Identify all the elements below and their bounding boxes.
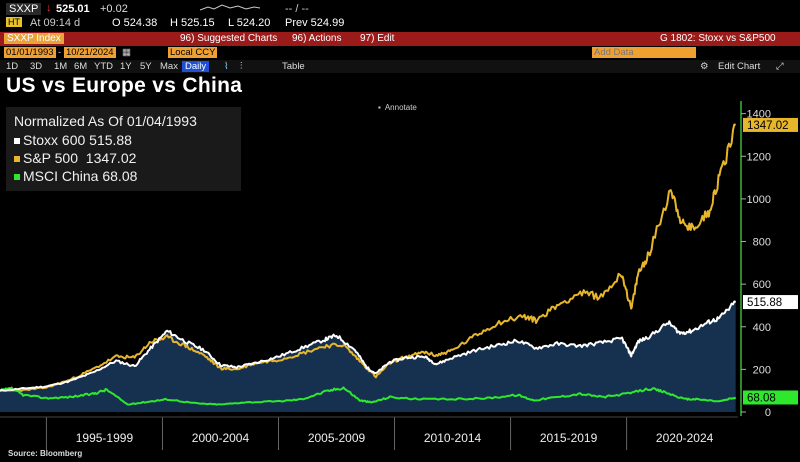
table-button[interactable]: Table (282, 61, 305, 72)
y-tick-label-7: 1400 (747, 109, 771, 121)
stoxx-last-badge-bg (743, 295, 798, 310)
open-price: O 524.38 (112, 17, 158, 29)
period-1d[interactable]: 1D (6, 61, 19, 72)
price-change: +0.02 (100, 3, 128, 15)
ticker-symbol[interactable]: SXXP (6, 3, 42, 15)
sp500-line[interactable] (0, 123, 736, 393)
x-tick-label-0: 1995-1999 (76, 431, 134, 445)
graph-name: G 1802: Stoxx vs S&P500 (660, 33, 776, 44)
legend-item-sp500[interactable]: S&P 500 1347.02 (14, 150, 136, 166)
annotate-label: Annotate (384, 103, 417, 112)
stoxx-last-badge: 515.88 (747, 297, 782, 309)
x-tick-label-4: 2015-2019 (540, 431, 598, 445)
index-field[interactable]: SXXP Index (4, 33, 64, 44)
legend-label-stoxx: Stoxx 600 515.88 (23, 132, 132, 148)
prev-price: Prev 524.99 (285, 17, 345, 29)
period-5y[interactable]: 5Y (140, 61, 152, 72)
sp500-last-badge: 1347.02 (747, 120, 789, 132)
add-data-field[interactable]: Add Data (592, 47, 696, 58)
x-tick-label-3: 2010-2014 (424, 431, 482, 445)
actions-menu[interactable]: 96) Actions (292, 33, 342, 44)
low-price: L 524.20 (228, 17, 271, 29)
high-price: H 525.15 (170, 17, 215, 29)
x-tick-label-5: 2020-2024 (656, 431, 714, 445)
period-6m[interactable]: 6M (74, 61, 88, 72)
china-last-badge-bg (743, 390, 798, 405)
stoxx-600-line[interactable] (0, 300, 737, 392)
flag-icon: HT (6, 17, 22, 27)
legend-label-china: MSCI China 68.08 (23, 168, 138, 184)
stoxx-swatch (14, 138, 20, 145)
y-tick-label-1: 200 (753, 364, 771, 376)
frequency-select[interactable]: Daily (182, 61, 210, 72)
line-chart-icon[interactable]: ⌇ (224, 61, 229, 72)
y-tick-label-5: 1000 (747, 194, 771, 206)
source-note: Source: Bloomberg (8, 449, 83, 458)
y-tick-label-3: 600 (753, 279, 771, 291)
msci-china-line[interactable] (0, 386, 737, 406)
y-tick-label-6: 1200 (747, 151, 771, 163)
date-separator: - (58, 47, 62, 58)
x-tick-label-1: 2000-2004 (192, 431, 250, 445)
annotate-button[interactable]: ▪ Annotate (378, 103, 417, 112)
period-ytd[interactable]: YTD (94, 61, 113, 72)
expand-icon[interactable]: ⤢ (776, 61, 784, 72)
legend-label-sp500: S&P 500 1347.02 (23, 150, 137, 166)
bar-type-icon[interactable]: ⫶ (240, 61, 243, 72)
edit-chart-button[interactable]: Edit Chart (718, 61, 761, 72)
period-3d[interactable]: 3D (30, 61, 43, 72)
x-tick-label-2: 2005-2009 (308, 431, 366, 445)
down-arrow-icon: ↓ (46, 2, 52, 14)
header-bar: SXXP ↓ 525.01 +0.02 -- / -- HT At 09:14 … (0, 0, 800, 32)
last-price: 525.01 (56, 3, 90, 15)
chart-title: US vs Europe vs China (6, 74, 243, 97)
legend-subtitle: Normalized As Of 01/04/1993 (14, 113, 197, 129)
period-1m[interactable]: 1M (54, 61, 68, 72)
time-readout: At 09:14 d (30, 17, 81, 29)
end-date-field[interactable]: 10/21/2024 (64, 47, 116, 58)
edit-menu[interactable]: 97) Edit (360, 33, 395, 44)
date-row: 01/01/1993 - 10/21/2024 ▦ Local CCY Add … (0, 47, 800, 59)
sparkline-icon (200, 4, 260, 11)
function-bar: SXXP Index 96) Suggested Charts 96) Acti… (0, 32, 800, 46)
start-date-field[interactable]: 01/01/1993 (4, 47, 56, 58)
period-1y[interactable]: 1Y (120, 61, 132, 72)
calendar-icon[interactable]: ▦ (122, 47, 131, 58)
legend-item-stoxx[interactable]: Stoxx 600 515.88 (14, 132, 132, 148)
sp500-last-badge-bg (743, 117, 798, 132)
legend-item-china[interactable]: MSCI China 68.08 (14, 168, 137, 184)
settings-icon[interactable]: ⚙ (700, 61, 709, 72)
y-tick-label-2: 400 (753, 322, 771, 334)
currency-field[interactable]: Local CCY (168, 47, 218, 58)
china-last-badge: 68.08 (747, 392, 776, 404)
suggested-charts-menu[interactable]: 96) Suggested Charts (180, 33, 278, 44)
dash-readout: -- / -- (285, 3, 309, 15)
legend: Normalized As Of 01/04/1993 Stoxx 600 51… (6, 107, 241, 191)
china-swatch (14, 174, 20, 181)
annotate-icon: ▪ (378, 103, 381, 112)
period-max[interactable]: Max (160, 61, 178, 72)
sp500-swatch (14, 156, 20, 163)
y-tick-label-0: 0 (765, 407, 771, 419)
stoxx-area-fill (0, 301, 736, 412)
period-toolbar: 1D 3D 1M 6M YTD 1Y 5Y Max Daily ⌇ ⫶ Tabl… (0, 60, 800, 73)
y-tick-label-4: 800 (753, 237, 771, 249)
